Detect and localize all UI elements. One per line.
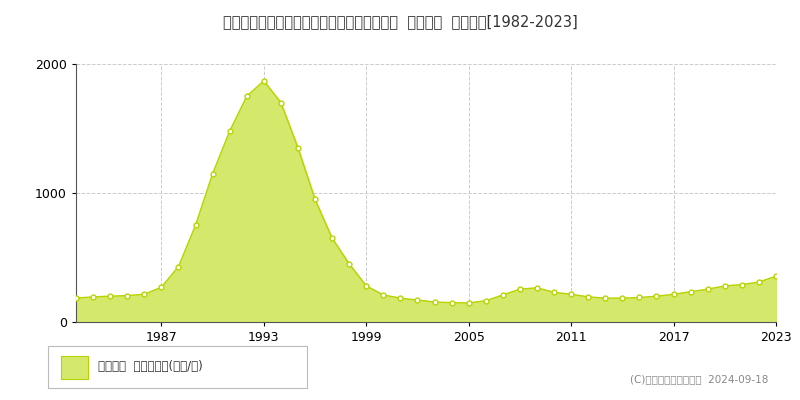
Text: 北海道札幌市中央区北１条西７丁目３番３外  公示地価  地価推移[1982-2023]: 北海道札幌市中央区北１条西７丁目３番３外 公示地価 地価推移[1982-2023… <box>222 14 578 29</box>
Text: (C)土地価格ドットコム  2024-09-18: (C)土地価格ドットコム 2024-09-18 <box>630 374 768 384</box>
Text: 公示地価  平均坪単価(万円/坪): 公示地価 平均坪単価(万円/坪) <box>98 360 203 372</box>
Bar <box>61 356 88 378</box>
FancyBboxPatch shape <box>48 346 306 388</box>
